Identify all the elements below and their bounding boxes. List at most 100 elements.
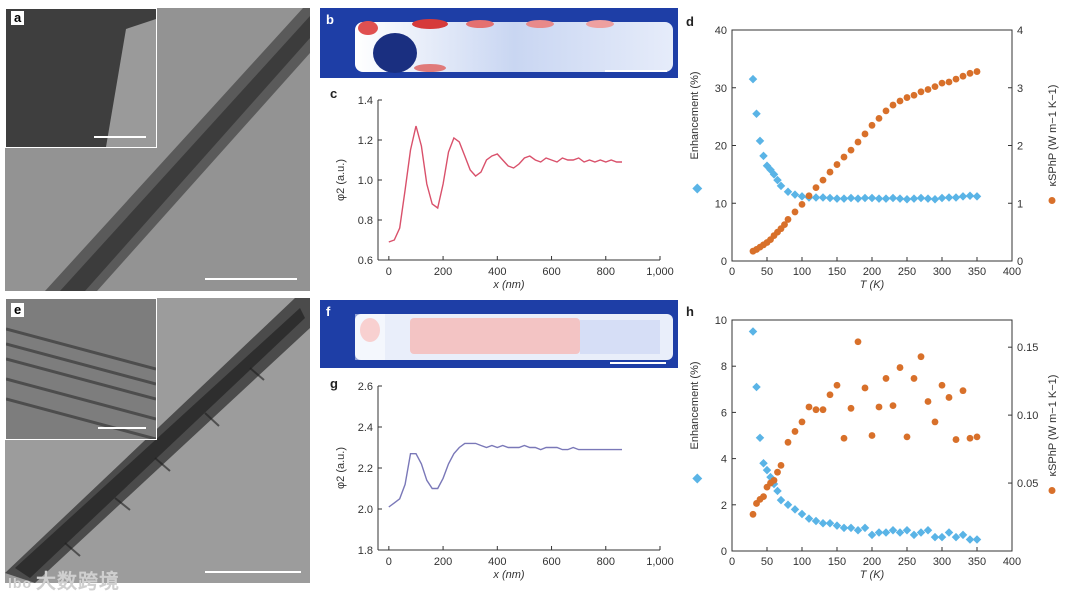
diamond-point bbox=[958, 530, 968, 540]
circle-point bbox=[805, 403, 813, 411]
x-tick-label: 1,000 bbox=[646, 556, 674, 568]
panel-label-c: c bbox=[330, 86, 338, 101]
watermark-text: 大数跨境 bbox=[36, 571, 120, 593]
diamond-point bbox=[923, 525, 933, 535]
diamond-point bbox=[916, 528, 926, 537]
circle-point bbox=[931, 83, 939, 90]
chart-h: h 0 2 4 6 8 10 0.05 0.10 0.15 0 50 100 150 200 250 300 3… bbox=[680, 300, 1076, 592]
x-tick-label: 800 bbox=[597, 266, 615, 278]
scale-bar-inset-e bbox=[98, 427, 146, 429]
y-tick-label: 2.2 bbox=[358, 463, 373, 475]
diamond-point bbox=[958, 192, 968, 201]
circle-point bbox=[854, 138, 862, 146]
circle-point bbox=[896, 97, 904, 105]
diamond-point bbox=[867, 193, 877, 203]
scale-bar-b bbox=[605, 70, 667, 72]
diamond-point bbox=[944, 528, 954, 537]
y-tick-label: 1.2 bbox=[358, 135, 373, 147]
diamond-point bbox=[752, 109, 761, 118]
scale-bar-f bbox=[610, 362, 666, 364]
series-line bbox=[388, 125, 622, 243]
circle-point bbox=[910, 375, 918, 382]
y-left-axis-label: Enhancement (%) bbox=[689, 71, 701, 159]
diamond-point bbox=[811, 516, 821, 526]
x-axis-label: x (nm) bbox=[492, 569, 525, 581]
diamond-point bbox=[965, 191, 975, 200]
circle-point bbox=[791, 428, 799, 435]
legend-diamond-marker bbox=[692, 183, 703, 194]
x-tick-label: 400 bbox=[488, 266, 506, 278]
circle-point bbox=[917, 353, 925, 361]
diamond-point bbox=[773, 486, 782, 496]
circle-point bbox=[784, 438, 792, 446]
x-tick-label: 0 bbox=[386, 556, 392, 568]
y-right-axis-label: κSPhP (W m−1 K−1) bbox=[1047, 85, 1059, 187]
circle-point bbox=[861, 130, 869, 138]
circle-point bbox=[896, 364, 904, 371]
diamond-point bbox=[909, 194, 919, 203]
y-right-tick-label: 0.10 bbox=[1017, 410, 1038, 422]
watermark-logo: lbo bbox=[8, 575, 32, 591]
circle-point bbox=[847, 404, 855, 412]
y-tick-label: 0.8 bbox=[358, 215, 373, 227]
circle-point bbox=[959, 72, 967, 80]
x-tick-label: 50 bbox=[761, 556, 773, 568]
x-tick-label: 1,000 bbox=[646, 266, 674, 278]
diamond-point bbox=[881, 528, 891, 537]
y-right-tick-label: 0.05 bbox=[1017, 478, 1038, 490]
chart-g-svg: 1.8 2.0 2.2 2.4 2.6 0 200 400 600 800 1,000 x (nm) φ… bbox=[335, 381, 674, 581]
diamond-point bbox=[860, 523, 870, 533]
tem-image-e: e bbox=[5, 298, 310, 583]
y-tick-label: 1.0 bbox=[358, 175, 373, 187]
x-tick-label: 400 bbox=[1003, 266, 1021, 278]
diamond-point bbox=[752, 382, 761, 392]
circle-point bbox=[812, 406, 820, 414]
nearfield-image-b: b bbox=[320, 8, 678, 78]
x-tick-label: 800 bbox=[597, 556, 615, 568]
x-tick-label: 300 bbox=[933, 556, 951, 568]
circle-point bbox=[826, 168, 834, 176]
circle-point bbox=[952, 75, 960, 83]
diamond-point bbox=[909, 530, 919, 540]
y-left-tick-label: 30 bbox=[715, 83, 727, 95]
circle-point bbox=[952, 436, 960, 443]
nanowire-a bbox=[5, 8, 310, 291]
diamond-point bbox=[797, 192, 807, 201]
circle-point bbox=[882, 107, 890, 115]
watermark: lbo 大数跨境 bbox=[8, 565, 120, 594]
x-tick-label: 400 bbox=[1003, 556, 1021, 568]
scale-bar-inset-a bbox=[94, 136, 146, 138]
y-left-tick-label: 40 bbox=[715, 25, 727, 37]
circle-point bbox=[749, 510, 757, 518]
diamond-point bbox=[923, 194, 933, 203]
x-tick-label: 350 bbox=[968, 556, 986, 568]
x-tick-label: 0 bbox=[729, 556, 735, 568]
y-tick-label: 1.4 bbox=[358, 95, 373, 107]
diamond-point bbox=[951, 193, 961, 202]
circle-point bbox=[903, 94, 911, 101]
x-axis-label: T (K) bbox=[860, 279, 885, 291]
diamond-point bbox=[895, 194, 905, 203]
chart-c-svg: 0.6 0.8 1.0 1.2 1.4 0 200 400 600 800 1,000 x (nm) φ… bbox=[335, 95, 674, 291]
y-right-tick-label: 0 bbox=[1017, 256, 1023, 268]
x-tick-label: 0 bbox=[729, 266, 735, 278]
circle-point bbox=[938, 79, 946, 87]
y-left-tick-label: 4 bbox=[721, 454, 727, 466]
diamond-point bbox=[790, 505, 800, 514]
y-tick-label: 2.6 bbox=[358, 381, 373, 393]
circle-point bbox=[826, 391, 834, 399]
diamond-point bbox=[759, 458, 768, 468]
y-left-tick-label: 10 bbox=[715, 315, 727, 327]
circle-point bbox=[840, 434, 848, 442]
circle-point bbox=[917, 88, 925, 96]
diamond-point bbox=[818, 519, 828, 528]
circle-point bbox=[868, 121, 876, 129]
y-left-tick-label: 6 bbox=[721, 407, 727, 419]
x-tick-label: 300 bbox=[933, 266, 951, 278]
panel-label-b: b bbox=[326, 12, 334, 27]
diamond-point bbox=[951, 532, 961, 542]
circle-point bbox=[805, 192, 813, 200]
nearfield-image-f: f bbox=[320, 300, 678, 368]
x-tick-label: 100 bbox=[793, 266, 811, 278]
x-tick-label: 200 bbox=[434, 556, 452, 568]
